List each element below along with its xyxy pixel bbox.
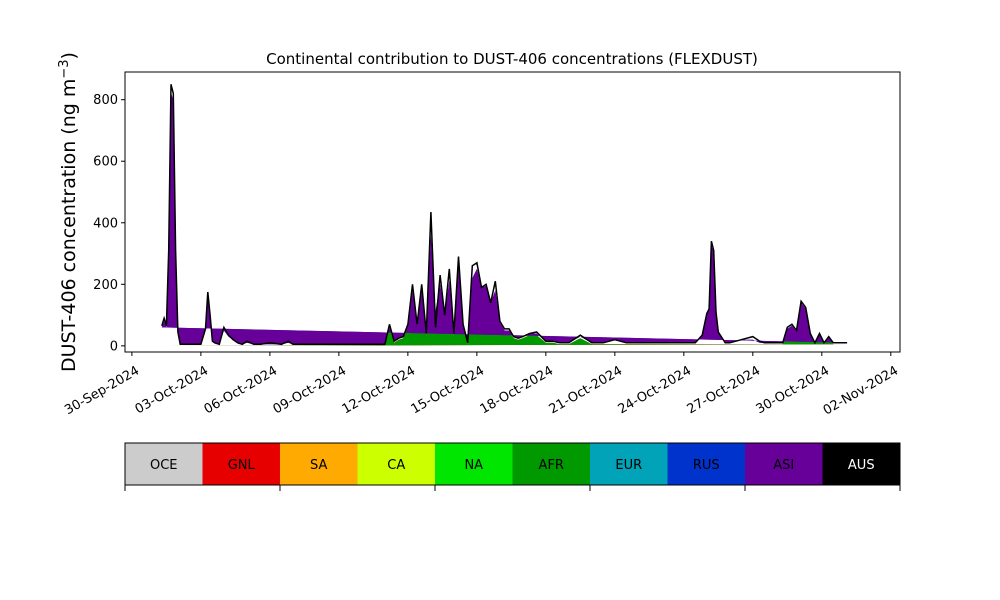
x-tick-label: 12-Oct-2024	[340, 363, 418, 417]
legend-label: AUS	[848, 458, 875, 473]
x-tick-label: 02-Nov-2024	[821, 363, 901, 418]
legend-swatch	[822, 443, 900, 485]
y-axis-label: DUST-406 concentration (ng m−3)	[57, 52, 80, 372]
legend-label: RUS	[693, 458, 720, 473]
x-tick-label: 09-Oct-2024	[271, 363, 349, 417]
legend-item-na: NA	[435, 443, 513, 485]
legend-label: OCE	[150, 458, 178, 473]
legend-item-eur: EUR	[590, 443, 668, 485]
y-axis-label-text: DUST-406 concentration (ng m	[58, 79, 80, 372]
legend-label: ASI	[773, 458, 794, 473]
y-axis: 0 200 400 600 800	[93, 93, 125, 354]
chart-title: Continental contribution to DUST-406 con…	[266, 50, 758, 68]
legend-swatch	[357, 443, 435, 485]
legend-swatch	[435, 443, 513, 485]
x-axis: 30-Sep-202403-Oct-202406-Oct-202409-Oct-…	[62, 352, 901, 418]
legend-label: GNL	[228, 458, 256, 473]
legend-label: SA	[310, 458, 327, 473]
legend-swatch	[745, 443, 823, 485]
legend-swatch	[512, 443, 590, 485]
legend-item-oce: OCE	[125, 443, 203, 485]
x-tick-label: 06-Oct-2024	[202, 363, 280, 417]
legend-swatch	[125, 443, 203, 485]
y-axis-label-close: )	[58, 52, 80, 59]
y-axis-label-exponent: −3	[57, 59, 72, 78]
legend-label: AFR	[539, 458, 564, 473]
plot-frame	[124, 71, 901, 353]
plot-area	[161, 84, 848, 346]
legend-colorbar: OCE GNL SA CA NA AFR EUR RUS ASI AUS	[124, 442, 901, 491]
x-tick-label: 15-Oct-2024	[409, 363, 487, 417]
legend-label: NA	[464, 458, 483, 473]
x-tick-label: 24-Oct-2024	[616, 363, 694, 417]
legend-item-gnl: GNL	[202, 443, 280, 485]
area-series-rus	[161, 93, 848, 345]
x-tick-label: 30-Oct-2024	[754, 363, 832, 417]
x-tick-label: 18-Oct-2024	[478, 363, 556, 417]
legend-item-ca: CA	[357, 443, 435, 485]
area-series-asi	[161, 93, 848, 345]
legend-swatch	[280, 443, 358, 485]
x-tick-label: 21-Oct-2024	[547, 363, 625, 417]
legend-item-afr: AFR	[512, 443, 590, 485]
legend-label: CA	[387, 458, 405, 473]
x-tick-label: 27-Oct-2024	[685, 363, 763, 417]
legend-label: EUR	[615, 458, 642, 473]
legend-swatch	[667, 443, 745, 485]
y-tick-label: 400	[93, 216, 118, 231]
legend-swatch	[202, 443, 280, 485]
y-tick-label: 200	[93, 278, 118, 293]
x-tick-label: 03-Oct-2024	[133, 363, 211, 417]
legend-item-asi: ASI	[745, 443, 823, 485]
total-concentration-line	[161, 84, 848, 346]
y-tick-label: 800	[93, 93, 118, 108]
legend-item-sa: SA	[280, 443, 358, 485]
legend-frame	[124, 442, 901, 486]
legend-item-aus: AUS	[822, 443, 900, 485]
y-tick-label: 0	[110, 339, 118, 354]
y-tick-label: 600	[93, 155, 118, 170]
legend-swatch	[590, 443, 668, 485]
legend-item-rus: RUS	[667, 443, 745, 485]
